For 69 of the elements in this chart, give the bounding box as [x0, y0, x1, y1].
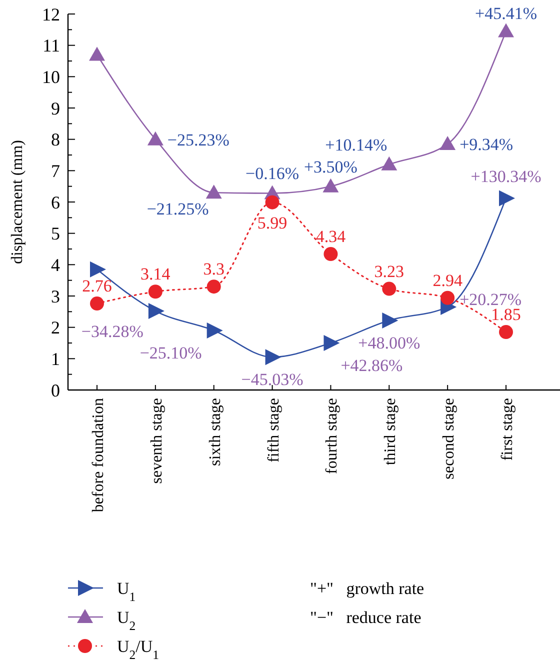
text: "+" growth rate — [310, 578, 424, 598]
y-axis-title: displacement (mm) — [9, 140, 26, 264]
x-tick-label: third stage — [382, 398, 400, 466]
annotation: −45.03% — [241, 370, 304, 390]
annotation: +130.34% — [470, 167, 542, 186]
annotation: −25.23% — [167, 130, 230, 150]
y-tick-label: 2 — [51, 318, 60, 338]
point — [499, 325, 513, 340]
point — [206, 280, 221, 294]
y-tick-label: 7 — [51, 160, 60, 181]
data-label: 2.76 — [82, 276, 112, 296]
annotation: −21.25% — [146, 200, 209, 219]
x-tick-label: before foundation — [90, 398, 107, 512]
point — [147, 131, 164, 146]
point — [440, 290, 455, 305]
legend-label: U$_{1}$ — [117, 578, 136, 604]
point — [265, 195, 280, 210]
x-tick-label: fifth stage — [265, 398, 282, 462]
x-tick-label: second stage — [440, 398, 458, 480]
legend-label: U$_{2}$ — [117, 608, 136, 633]
data-label: 2.94 — [432, 270, 463, 290]
annotation: +42.86% — [340, 356, 403, 375]
point — [148, 284, 162, 299]
y-tick-label: 12 — [42, 4, 60, 24]
annotation: +10.14% — [325, 135, 388, 154]
data-label: 4.34 — [316, 227, 346, 246]
y-tick-label: 6 — [51, 192, 60, 212]
y-tick-label: 9 — [51, 98, 60, 118]
point — [382, 282, 396, 296]
y-tick-label: 1 — [51, 348, 60, 369]
legend-label: U$_{2}$/U$_{1}$ — [117, 636, 160, 661]
annotation: −0.16% — [246, 164, 300, 184]
annotation: +48.00% — [358, 333, 420, 352]
point — [89, 46, 105, 61]
data-label: 3.3 — [203, 260, 224, 279]
y-tick-label: 0 — [51, 380, 60, 400]
y-tick-label: 4 — [51, 254, 60, 275]
point — [206, 322, 223, 338]
point — [148, 303, 164, 320]
point — [440, 136, 456, 150]
data-label: 3.23 — [374, 262, 404, 281]
text: "−" reduce rate — [310, 608, 422, 627]
point — [206, 184, 222, 199]
y-tick-label: 10 — [42, 66, 60, 87]
data-label: 5.99 — [257, 213, 288, 232]
annotation: +9.34% — [460, 135, 514, 154]
point — [381, 156, 398, 170]
annotation: −25.10% — [140, 343, 202, 362]
y-tick-label: 8 — [51, 130, 60, 150]
y-tick-label: 3 — [51, 286, 60, 306]
annotation: −34.28% — [81, 322, 144, 342]
annotation: +3.50% — [304, 157, 358, 176]
point — [90, 261, 106, 278]
point — [382, 312, 398, 328]
annotation: +45.41% — [475, 4, 537, 24]
point — [324, 335, 340, 351]
x-tick-label: first stage — [499, 398, 516, 461]
point — [90, 296, 104, 311]
point — [498, 23, 514, 38]
y-tick-label: 5 — [51, 224, 60, 244]
data-label: 3.14 — [140, 264, 171, 284]
x-tick-label: seventh stage — [148, 398, 166, 484]
x-tick-label: fourth stage — [324, 398, 341, 474]
point — [324, 247, 338, 262]
y-tick-label: 11 — [42, 36, 60, 56]
x-tick-label: sixth stage — [206, 398, 224, 466]
point — [322, 178, 339, 192]
point — [265, 349, 282, 366]
point — [499, 190, 515, 206]
